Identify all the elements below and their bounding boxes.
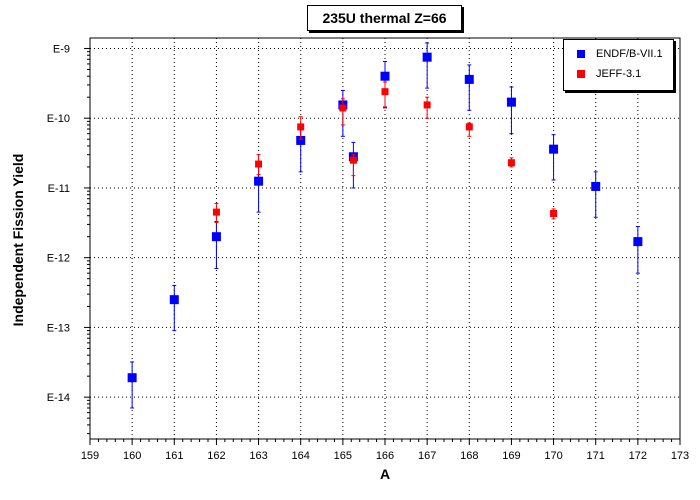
legend-item-endf: ENDF/B-VII.1 (564, 46, 663, 62)
data-point (591, 181, 601, 191)
x-tick-label: 171 (587, 450, 605, 462)
chart-title: 235U thermal Z=66 (307, 5, 462, 31)
data-point (255, 160, 263, 168)
legend-item-jeff: JEFF-3.1 (564, 66, 641, 82)
data-point (549, 144, 559, 154)
data-point (212, 208, 220, 216)
data-point (297, 123, 305, 131)
data-point (422, 52, 432, 62)
data-point (296, 135, 306, 145)
x-tick-label: 168 (460, 450, 478, 462)
legend: ENDF/B-VII.1 JEFF-3.1 (563, 39, 674, 91)
data-point (423, 101, 431, 109)
x-tick-label: 172 (629, 450, 647, 462)
data-point (211, 232, 221, 242)
x-tick-label: 163 (249, 450, 267, 462)
y-tick-label: E-12 (47, 253, 70, 265)
data-point (169, 295, 179, 305)
data-point (633, 237, 643, 247)
x-tick-label: 164 (292, 450, 310, 462)
x-axis-label: A (379, 466, 391, 482)
legend-swatch-endf (577, 50, 585, 58)
x-tick-label: 169 (502, 450, 520, 462)
y-tick-label: E-11 (48, 183, 70, 195)
data-point (349, 156, 357, 164)
x-tick-label: 167 (418, 450, 436, 462)
x-tick-label: 159 (81, 450, 99, 462)
legend-label-jeff: JEFF-3.1 (596, 68, 642, 80)
x-axis: 159 160 161 162 163 164 165 166 167 168 169 170 171 1… (81, 439, 689, 462)
data-point (127, 373, 137, 383)
y-tick-label: E-10 (47, 113, 70, 125)
data-point (380, 71, 390, 81)
x-tick-label: 173 (671, 450, 689, 462)
data-point (507, 159, 515, 167)
data-point (464, 74, 474, 84)
legend-swatch-jeff (577, 70, 585, 78)
y-tick-label: E-13 (47, 322, 70, 334)
x-tick-label: 170 (544, 450, 562, 462)
data-point (339, 104, 347, 112)
series-layer (127, 42, 643, 409)
x-tick-label: 166 (376, 450, 394, 462)
data-point (506, 97, 516, 107)
legend-label-endf: ENDF/B-VII.1 (596, 48, 663, 60)
data-point (254, 176, 264, 186)
x-tick-label: 165 (334, 450, 352, 462)
data-point (381, 88, 389, 96)
y-tick-label: E-14 (47, 392, 70, 404)
y-tick-label: E-9 (53, 43, 70, 55)
y-axis: E-14 E-13 E-12 E-11 E-10 E-9 (47, 43, 90, 435)
y-axis-label: Independent Fission Yield (10, 153, 26, 327)
series-jeff (212, 81, 558, 223)
x-tick-label: 161 (165, 450, 183, 462)
data-point (550, 210, 558, 218)
x-tick-label: 162 (207, 450, 225, 462)
data-point (465, 123, 473, 131)
x-tick-label: 160 (123, 450, 141, 462)
